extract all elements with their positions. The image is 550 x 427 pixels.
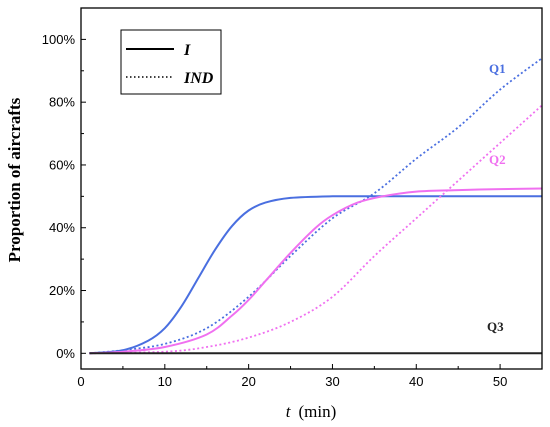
x-tick-label: 20 [241,374,255,389]
legend-label-dotted: IND [183,70,214,87]
annotation-q2: Q2 [489,152,506,167]
series-layer [89,57,543,355]
annotation-q3: Q3 [487,319,504,334]
annotation-q1: Q1 [489,61,506,76]
legend-box [120,29,222,95]
series-line-q1-solid [89,195,542,355]
x-tick-label: 0 [77,374,84,389]
legend: I IND [120,29,222,95]
y-tick-label: 20% [49,283,75,298]
series-line-q2-solid [89,187,543,355]
y-tick-label: 100% [42,32,76,47]
x-axis-unit: (min) [298,402,336,421]
y-tick-label: 80% [49,95,75,110]
x-axis-variable: t [286,402,292,421]
x-tick-label: 10 [158,374,172,389]
y-axis-title: Proportion of aircrafts [5,97,24,262]
series-line-q1-dotted [89,57,543,355]
y-tick-label: 0% [56,346,75,361]
legend-label-solid: I [183,42,191,59]
axis-ticks: 0 10 20 30 40 50 0% 20% 40% 60% 80% 100% [42,32,508,389]
series-line-q2-dotted [89,104,543,355]
x-axis-title: t (min) [286,402,337,421]
plot-frame [80,7,543,370]
x-tick-label: 50 [493,374,507,389]
x-tick-label: 40 [409,374,423,389]
y-tick-label: 60% [49,157,75,172]
y-tick-label: 40% [49,220,75,235]
x-tick-label: 30 [325,374,339,389]
